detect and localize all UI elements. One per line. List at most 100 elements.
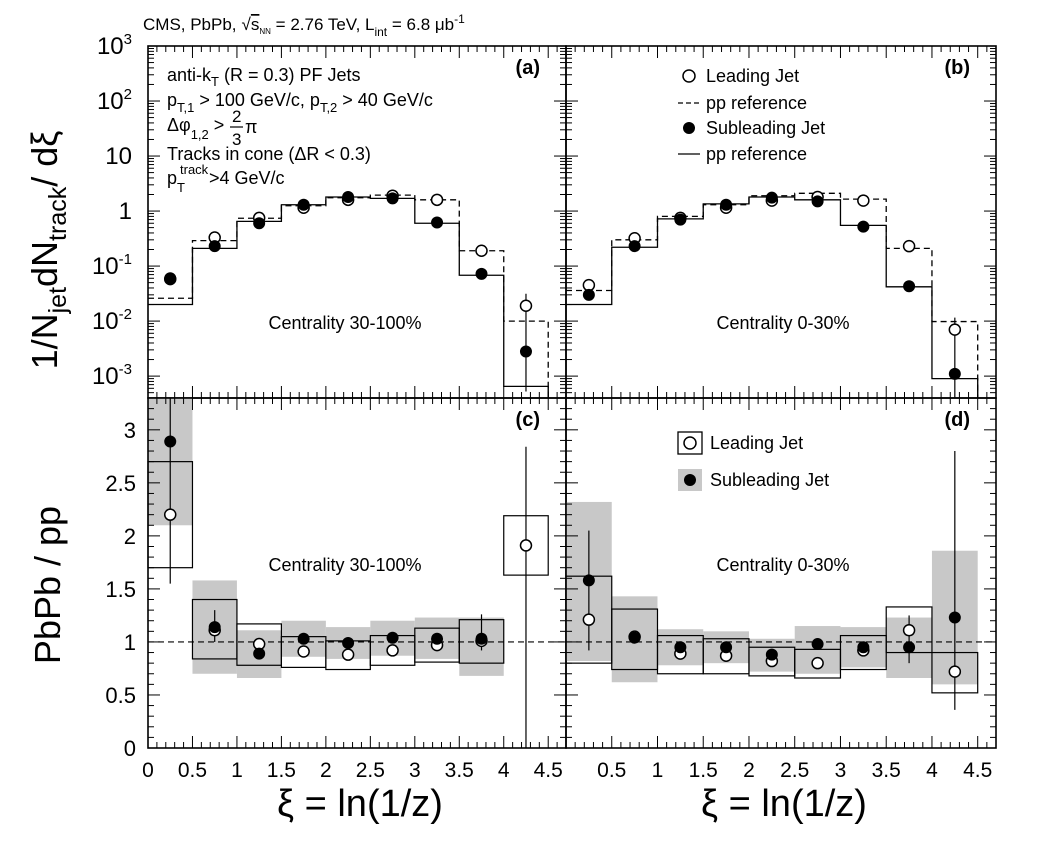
info-line-dphi: Δφ1,2 >	[167, 115, 224, 142]
leading-jet-ratio-point-0	[582, 613, 596, 626]
x-tick-label: 4	[498, 759, 510, 782]
subleading-jet-point-4	[342, 191, 355, 204]
x-tick-label: 4.5	[534, 759, 563, 782]
leading-jet-point-7	[902, 239, 916, 253]
x-tick-label: 3	[835, 759, 847, 782]
panel-b: (b) Centrality 0-30%	[565, 45, 997, 399]
panel-label: (c)	[516, 409, 540, 431]
info-line-algorithm: anti-kT (R = 0.3) PF Jets	[167, 65, 361, 89]
subleading-jet-ratio-point-4	[342, 637, 355, 649]
leading-jet-point-8	[519, 299, 533, 313]
subleading-jet-point-4	[765, 191, 778, 204]
leading-jet-ratio-point-3	[297, 645, 310, 658]
pi-symbol: π	[245, 117, 257, 137]
leading-jet-ratio-point-8	[519, 539, 533, 552]
subleading-jet-point-8	[519, 345, 532, 358]
top-y-axis-label: 1/NjetdNtrack/ dξ	[24, 131, 72, 370]
leading-jet-ratio-point-0	[163, 508, 177, 521]
y-tick-label: 102	[97, 86, 132, 115]
subleading-jet-point-0	[582, 288, 595, 301]
y-tick-label: 1	[124, 630, 136, 655]
subleading-jet-point-3	[297, 198, 310, 211]
legend-open-marker	[683, 436, 697, 450]
centrality-label: Centrality 0-30%	[716, 313, 849, 333]
subleading-jet-point-2	[253, 217, 266, 230]
x-tick-label: 2.5	[356, 759, 385, 782]
centrality-label: Centrality 0-30%	[716, 555, 849, 575]
y-tick-label: 1.5	[105, 577, 136, 602]
subleading-jet-ratio-point-0	[164, 435, 177, 448]
legend-label-0: Leading Jet	[706, 66, 799, 86]
legend-label-subleading: Subleading Jet	[710, 470, 829, 490]
subleading-jet-point-7	[903, 280, 916, 293]
x-tick-label: 4	[926, 759, 938, 782]
subleading-jet-ratio-point-3	[720, 641, 733, 654]
x-tick-label: 2.5	[780, 759, 809, 782]
header-text: CMS, PbPb, √sNN = 2.76 TeV, Lint = 6.8 μb…	[143, 12, 465, 39]
legend-open-marker	[682, 69, 696, 83]
subleading-jet-point-1	[628, 240, 641, 253]
y-tick-label: 0	[124, 736, 136, 761]
x-axis-label-left: ξ = ln(1/z)	[277, 783, 443, 825]
x-tick-label: 1	[652, 759, 664, 782]
y-tick-label: 10	[105, 143, 132, 170]
subleading-jet-point-3	[720, 198, 733, 211]
x-tick-label: 1.5	[689, 759, 718, 782]
subleading-jet-ratio-point-6	[431, 632, 444, 645]
panel-label: (a)	[516, 57, 540, 79]
x-tick-label: 3	[409, 759, 421, 782]
subleading-jet-ratio-point-2	[674, 641, 687, 654]
y-tick-label: 10-2	[92, 306, 132, 335]
panel-label: (b)	[944, 57, 970, 79]
y-tick-label: 2.5	[105, 471, 136, 496]
legend-label-1: pp reference	[706, 93, 807, 113]
subleading-jet-point-5	[811, 195, 824, 208]
pp-reference-dashed-histogram	[148, 194, 549, 398]
y-tick-label: 2	[124, 524, 136, 549]
info-line-cone: Tracks in cone (ΔR < 0.3)	[167, 144, 371, 164]
subleading-jet-point-7	[475, 267, 488, 280]
subleading-jet-ratio-point-1	[208, 621, 221, 634]
pp-reference-dashed-histogram	[566, 192, 979, 398]
subleading-jet-ratio-point-5	[811, 638, 824, 651]
x-axis-label-right: ξ = ln(1/z)	[701, 783, 867, 825]
subleading-jet-ratio-point-7	[475, 632, 488, 645]
leading-jet-point-8	[948, 323, 962, 336]
x-tick-label: 0	[142, 759, 154, 782]
subleading-jet-point-2	[674, 213, 687, 226]
y-tick-label: 0.5	[105, 683, 136, 708]
pp-reference-solid-histogram	[148, 196, 549, 398]
x-tick-label: 3.5	[445, 759, 474, 782]
x-tick-label: 1	[231, 759, 243, 782]
panel-frame	[565, 397, 997, 749]
subleading-jet-ratio-point-3	[297, 632, 310, 645]
x-tick-label: 3.5	[872, 759, 901, 782]
subleading-jet-ratio-point-2	[253, 647, 266, 660]
track-pt-value: >4 GeV/c	[209, 168, 285, 188]
subleading-jet-point-8	[948, 367, 961, 380]
y-tick-label: 1	[119, 198, 132, 225]
leading-jet-ratio-point-7	[902, 624, 916, 637]
subleading-jet-point-6	[857, 220, 870, 233]
subleading-jet-ratio-point-8	[948, 611, 961, 624]
y-tick-label: 10-3	[92, 361, 132, 390]
subleading-jet-point-0	[164, 272, 177, 285]
x-tick-label: 0.5	[178, 759, 207, 782]
subleading-jet-ratio-point-7	[903, 641, 916, 654]
legend-filled-marker	[683, 122, 695, 134]
legend-filled-marker	[684, 474, 696, 486]
subleading-jet-point-6	[431, 216, 444, 229]
legend-top: Leading Jet pp reference Subleading Jet pp …	[678, 66, 825, 164]
leading-jet-point-7	[475, 244, 488, 257]
centrality-label: Centrality 30-100%	[268, 313, 421, 333]
pp-reference-solid-histogram	[566, 196, 979, 398]
leading-jet-ratio-point-4	[341, 648, 355, 661]
x-tick-label: 2	[743, 759, 755, 782]
leading-jet-point-6	[430, 193, 444, 207]
info-line-pt-cuts: pT,1 > 100 GeV/c, pT,2 > 40 GeV/c	[167, 90, 433, 115]
x-tick-label: 0.5	[597, 759, 626, 782]
subleading-jet-ratio-point-5	[386, 631, 399, 644]
legend-label-leading: Leading Jet	[710, 433, 803, 453]
